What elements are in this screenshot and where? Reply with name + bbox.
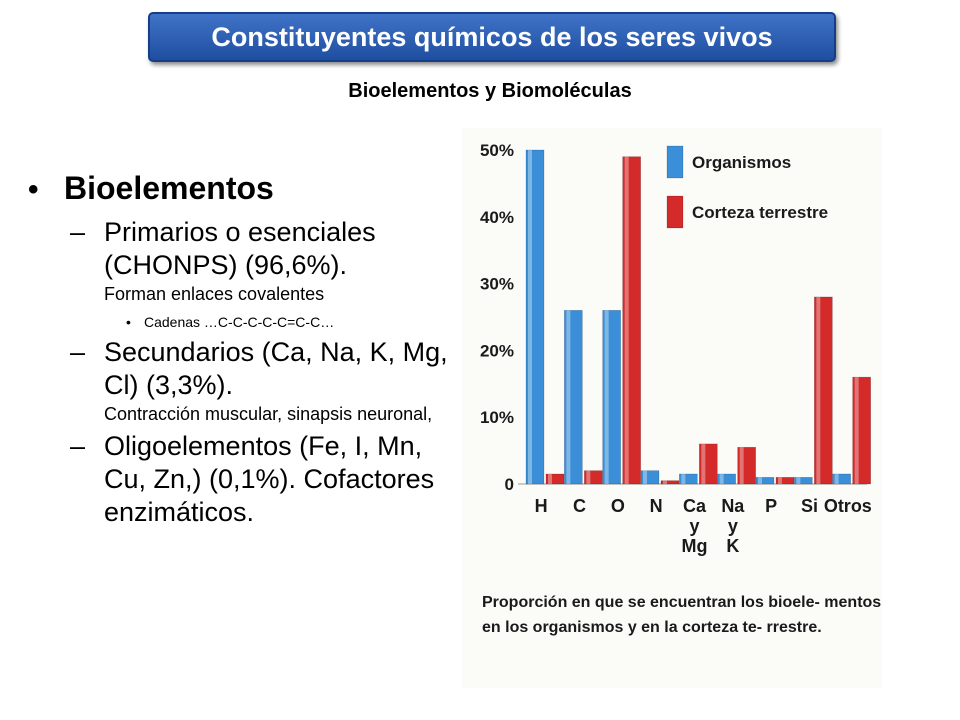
bar-highlight — [796, 477, 801, 484]
dash-icon: – — [70, 337, 86, 367]
legend-swatch — [666, 195, 684, 229]
item-detail-text: Forman enlaces covalentes — [104, 284, 325, 304]
x-tick-label: Na — [721, 496, 745, 516]
dash-icon: – — [70, 217, 86, 247]
bar-organismos — [717, 473, 736, 485]
bar-highlight — [834, 473, 839, 484]
bar-highlight — [739, 447, 744, 484]
heading-text: Bioelementos — [64, 170, 274, 206]
x-tick-label: K — [726, 536, 739, 556]
x-tick-label: y — [728, 516, 738, 536]
bar-highlight — [681, 473, 686, 484]
bar-highlight — [719, 473, 724, 484]
bar-highlight — [663, 480, 667, 484]
item-main-text: Secundarios (Ca, Na, K, Mg, Cl) (3,3%). — [104, 337, 448, 400]
bar-highlight — [624, 156, 629, 484]
y-tick-label: 10% — [480, 408, 514, 427]
bar-organismos — [640, 470, 660, 485]
legend-label: Corteza terrestre — [692, 203, 828, 222]
legend-label: Organismos — [692, 153, 791, 172]
bar-corteza-terrestre — [852, 376, 871, 485]
y-tick-label: 0 — [505, 475, 514, 494]
x-tick-label: Ca — [683, 496, 707, 516]
bar-corteza-terrestre — [699, 443, 718, 485]
bar-highlight — [528, 150, 532, 484]
legend-swatch — [666, 145, 684, 179]
bar-organismos — [832, 473, 851, 485]
bar-organismos — [525, 149, 545, 485]
bullet-dot-icon: • — [126, 314, 131, 330]
x-tick-label: O — [611, 496, 625, 516]
bar-organismos — [564, 310, 583, 485]
bullet-content: • Bioelementos – Primarios o esenciales … — [28, 170, 468, 529]
sub-bullet-text: Cadenas …C-C-C-C-C=C-C… — [144, 314, 335, 330]
slide-title: Constituyentes químicos de los seres viv… — [211, 21, 773, 52]
x-tick-label: Si — [801, 496, 818, 516]
slide-subtitle: Bioelementos y Biomoléculas — [348, 80, 632, 102]
bar-corteza-terrestre — [814, 296, 833, 485]
list-item-oligoelementos: – Oligoelementos (Fe, I, Mn, Cu, Zn,) (0… — [70, 430, 468, 529]
sub-bullet-item: • Cadenas …C-C-C-C-C=C-C… — [126, 314, 468, 330]
x-tick-label: y — [689, 516, 699, 536]
bar-highlight — [758, 477, 762, 484]
y-tick-label: 50% — [480, 141, 514, 160]
y-tick-label: 20% — [480, 341, 514, 360]
list-item-primarios: – Primarios o esenciales (CHONPS) (96,6%… — [70, 216, 468, 306]
title-banner: Constituyentes químicos de los seres viv… — [148, 12, 836, 62]
chart-caption: Proporción en que se encuentran los bioe… — [482, 594, 882, 636]
bar-corteza-terrestre — [737, 446, 756, 485]
item-main-text: Oligoelementos (Fe, I, Mn, Cu, Zn,) (0,1… — [104, 431, 435, 527]
bar-corteza-terrestre — [775, 477, 795, 485]
bar-organismos — [755, 477, 775, 485]
item-detail-text: Contracción muscular, sinapsis neuronal, — [104, 404, 433, 424]
x-tick-label: N — [650, 496, 663, 516]
bar-highlight — [701, 443, 706, 484]
bar-highlight — [566, 310, 571, 484]
bar-corteza-terrestre — [545, 473, 565, 485]
bullet-dot-icon: • — [28, 173, 39, 206]
y-tick-label: 40% — [480, 208, 514, 227]
bar-highlight — [643, 470, 647, 484]
bar-highlight — [604, 310, 609, 484]
bar-organismos — [602, 310, 621, 485]
bar-organismos — [679, 473, 698, 485]
dash-icon: – — [70, 431, 86, 461]
x-tick-label: Otros — [824, 496, 872, 516]
bar-highlight — [854, 377, 859, 484]
bar-organismos — [794, 477, 813, 485]
bar-corteza-terrestre — [584, 470, 603, 485]
x-tick-label: C — [573, 496, 586, 516]
list-item-secundarios: – Secundarios (Ca, Na, K, Mg, Cl) (3,3%)… — [70, 336, 468, 426]
item-main-text: Primarios o esenciales (CHONPS) (96,6%). — [104, 217, 376, 280]
bar-highlight — [586, 470, 591, 484]
y-tick-label: 30% — [480, 275, 514, 294]
x-tick-label: P — [765, 496, 777, 516]
chart-panel: 0 10% 20% 30% 40% 50% H C O N Ca y Mg Na y K P Si Otros Org… — [462, 128, 882, 688]
bar-corteza-terrestre — [660, 480, 680, 485]
bar-corteza-terrestre — [622, 156, 641, 485]
x-tick-label: Mg — [682, 536, 708, 556]
heading-bullet: • Bioelementos — [28, 170, 468, 210]
x-tick-label: H — [535, 496, 548, 516]
bar-highlight — [548, 473, 552, 484]
bar-highlight — [816, 296, 821, 484]
bar-highlight — [778, 477, 782, 484]
